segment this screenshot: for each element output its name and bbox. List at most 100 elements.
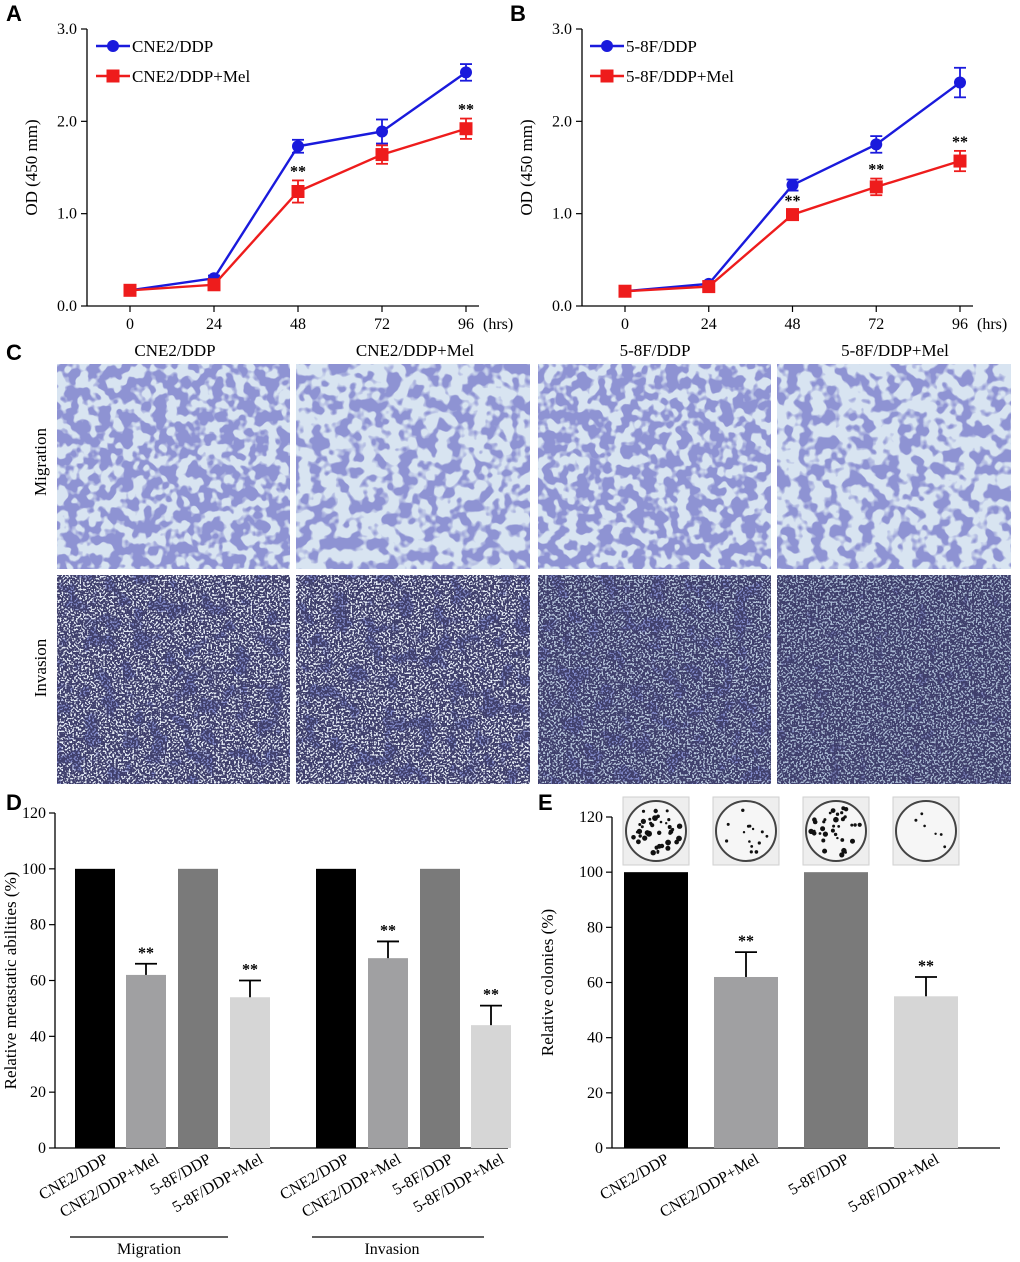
colony-dot [750,845,754,848]
colony-dot [665,845,671,851]
significance-mark: ** [483,987,499,1004]
colony-dot [843,807,849,812]
bar [75,868,115,1148]
significance-mark: ** [138,945,154,962]
micro-col-label-4: 5-8F/DDP+Mel [841,341,949,360]
colony-dot [676,823,683,829]
colony-dot [939,833,943,836]
colony-plate [625,800,687,862]
micrograph-migration-cne2-ddp-mel [296,364,530,569]
colony-dot [760,830,764,834]
bar [126,974,166,1148]
colony-dot [934,832,937,835]
data-point [954,76,966,89]
colony-dot [818,832,822,835]
x-tick-label: 96 [952,316,968,333]
y-axis-title: Relative colonies (%) [538,909,557,1056]
y-tick-label: 80 [587,919,603,936]
colony-dot [830,808,836,813]
data-point [618,284,632,298]
colony-dot [840,811,844,815]
colony-dot [638,823,642,826]
micro-col-label-1: CNE2/DDP [134,341,215,360]
colony-dot [808,828,814,835]
colony-dot [652,815,658,821]
colony-dot [765,834,769,838]
colony-dot [650,850,656,856]
colony-dot [853,823,857,827]
data-point [786,208,799,222]
y-tick-label: 1.0 [552,206,572,223]
colony-dot [657,843,662,849]
data-point [123,283,137,297]
legend-marker [601,40,613,52]
colony-dot [751,827,755,831]
y-tick-label: 20 [30,1084,46,1101]
legend-marker [106,69,120,83]
colony-dot [833,816,839,823]
colony-dot [914,818,918,822]
panel-letter-c: C [6,340,22,365]
x-tick-label: 24 [206,316,222,333]
significance-mark: ** [918,958,934,975]
colony-dot [943,845,947,849]
data-point [207,278,221,292]
colony-dot [656,851,660,854]
y-axis-title: OD (450 mm) [22,119,41,215]
colony-dot [640,818,647,825]
x-unit-label: (hrs) [977,316,1007,333]
y-tick-label: 20 [587,1085,603,1102]
colony-dot [822,831,829,837]
y-tick-label: 120 [22,805,46,822]
y-tick-label: 0.0 [57,298,77,315]
colony-dot [840,838,845,842]
data-point [291,185,305,199]
panel-letter-e: E [538,790,553,815]
y-tick-label: 40 [587,1030,603,1047]
y-tick-label: 2.0 [57,113,77,130]
data-point [459,122,473,136]
x-tick-label: 5-8F/DDP+Mel [170,1150,267,1216]
micrograph-grid: CNE2/DDP CNE2/DDP+Mel 5-8F/DDP 5-8F/DDP+… [31,341,1011,784]
x-tick-label: 0 [621,316,629,333]
colony-dot [822,820,826,824]
colony-dot [835,812,840,816]
colony-dot [920,812,924,816]
colony-dot [631,835,636,840]
data-point [375,148,389,162]
bar [804,872,868,1148]
x-tick-label: 24 [701,316,717,333]
colony-dot [648,817,652,821]
legend-marker [107,40,119,52]
significance-mark: ** [290,163,306,180]
colony-dot [850,838,855,844]
colony-dot [726,822,730,826]
significance-mark: ** [242,962,258,979]
colony-dot [820,826,826,832]
micrograph-invasion-cne2-ddp-mel [296,575,530,784]
micrograph-invasion-cne2-ddp [57,575,290,784]
bar [230,997,270,1148]
micro-col-label-3: 5-8F/DDP [620,341,691,360]
colony-dot [725,839,729,843]
x-tick-label: 48 [290,316,306,333]
data-point [702,280,716,294]
panel-letter-b: B [510,1,526,26]
colony-dot [757,841,761,845]
colony-dot [742,831,746,834]
x-tick-label: 96 [458,316,474,333]
bar [178,868,218,1148]
colony-dot [636,828,643,835]
y-tick-label: 60 [587,975,603,992]
x-tick-label: 0 [126,316,134,333]
y-tick-label: 0 [595,1140,603,1157]
micro-row-label-invasion: Invasion [31,638,50,697]
data-point [376,125,388,138]
colony-dot [842,850,846,854]
y-tick-label: 0 [38,1140,46,1157]
micrograph-migration-5-8f-ddp [538,364,771,569]
significance-mark: ** [738,933,754,950]
y-tick-label: 0.0 [552,298,572,315]
x-tick-label: 72 [868,316,884,333]
colony-dot [667,825,672,829]
